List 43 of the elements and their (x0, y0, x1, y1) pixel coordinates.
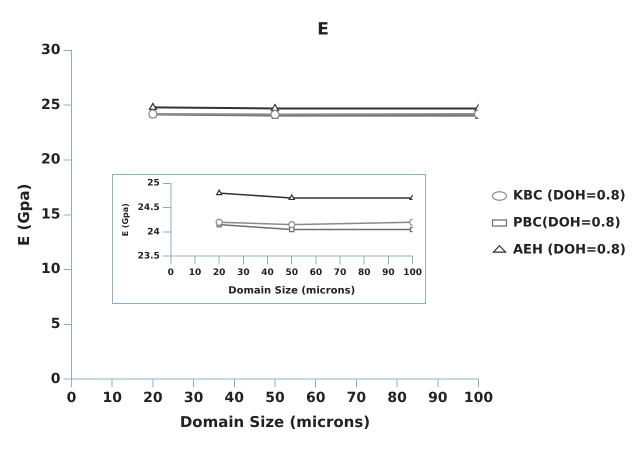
y-tick-label: 30 (41, 42, 61, 58)
x-tick-label: 40 (224, 390, 244, 406)
point (216, 190, 222, 196)
x-tick-label: 90 (382, 268, 395, 278)
chart-title: E (317, 20, 329, 40)
x-tick-label: 70 (346, 390, 366, 406)
x-tick-label: 10 (102, 390, 122, 406)
y-tick-label: 0 (50, 370, 61, 387)
x-tick-label: 30 (237, 268, 250, 278)
y-tick-label: 24 (147, 227, 160, 238)
x-tick-label: 80 (387, 390, 408, 406)
x-tick-label: 10 (188, 268, 202, 278)
x-tick-label: 0 (168, 268, 174, 278)
y-tick-label: 15 (41, 206, 60, 222)
x-tick-label: 70 (334, 268, 346, 278)
x-tick-label: 90 (428, 390, 448, 406)
x-tick-label: 80 (358, 268, 371, 278)
legend-label: PBC(DOH=0.8) (513, 215, 621, 230)
point (288, 194, 295, 200)
x-tick-label: 40 (261, 268, 274, 278)
y-tick-label: 5 (50, 316, 60, 332)
x-axis-title: Domain Size (microns) (180, 412, 370, 431)
legend-label: AEH (DOH=0.8) (513, 242, 626, 258)
x-tick-label: 60 (306, 390, 326, 406)
point (216, 218, 223, 226)
y-axis-title: E (Gpa) (14, 184, 33, 246)
x-axis-title: Domain Size (microns) (228, 286, 356, 297)
y-tick-label: 24.5 (138, 203, 160, 214)
x-tick-label: 100 (403, 268, 422, 278)
legend-label: KBC (DOH=0.8) (513, 188, 626, 204)
y-tick-label: 23.5 (138, 252, 160, 262)
y-tick-label: 20 (41, 152, 61, 168)
x-tick-label: 100 (464, 390, 494, 406)
y-axis-title: E (Gpa) (120, 203, 130, 236)
y-tick-label: 25 (41, 96, 60, 113)
x-tick-label: 60 (310, 268, 322, 278)
point (288, 221, 296, 228)
x-tick-label: 0 (66, 390, 77, 406)
x-tick-label: 50 (265, 390, 285, 406)
x-tick-label: 30 (184, 390, 204, 406)
x-tick-label: 50 (285, 268, 298, 278)
x-tick-label: 20 (212, 268, 226, 278)
y-tick-label: 25 (147, 178, 160, 189)
